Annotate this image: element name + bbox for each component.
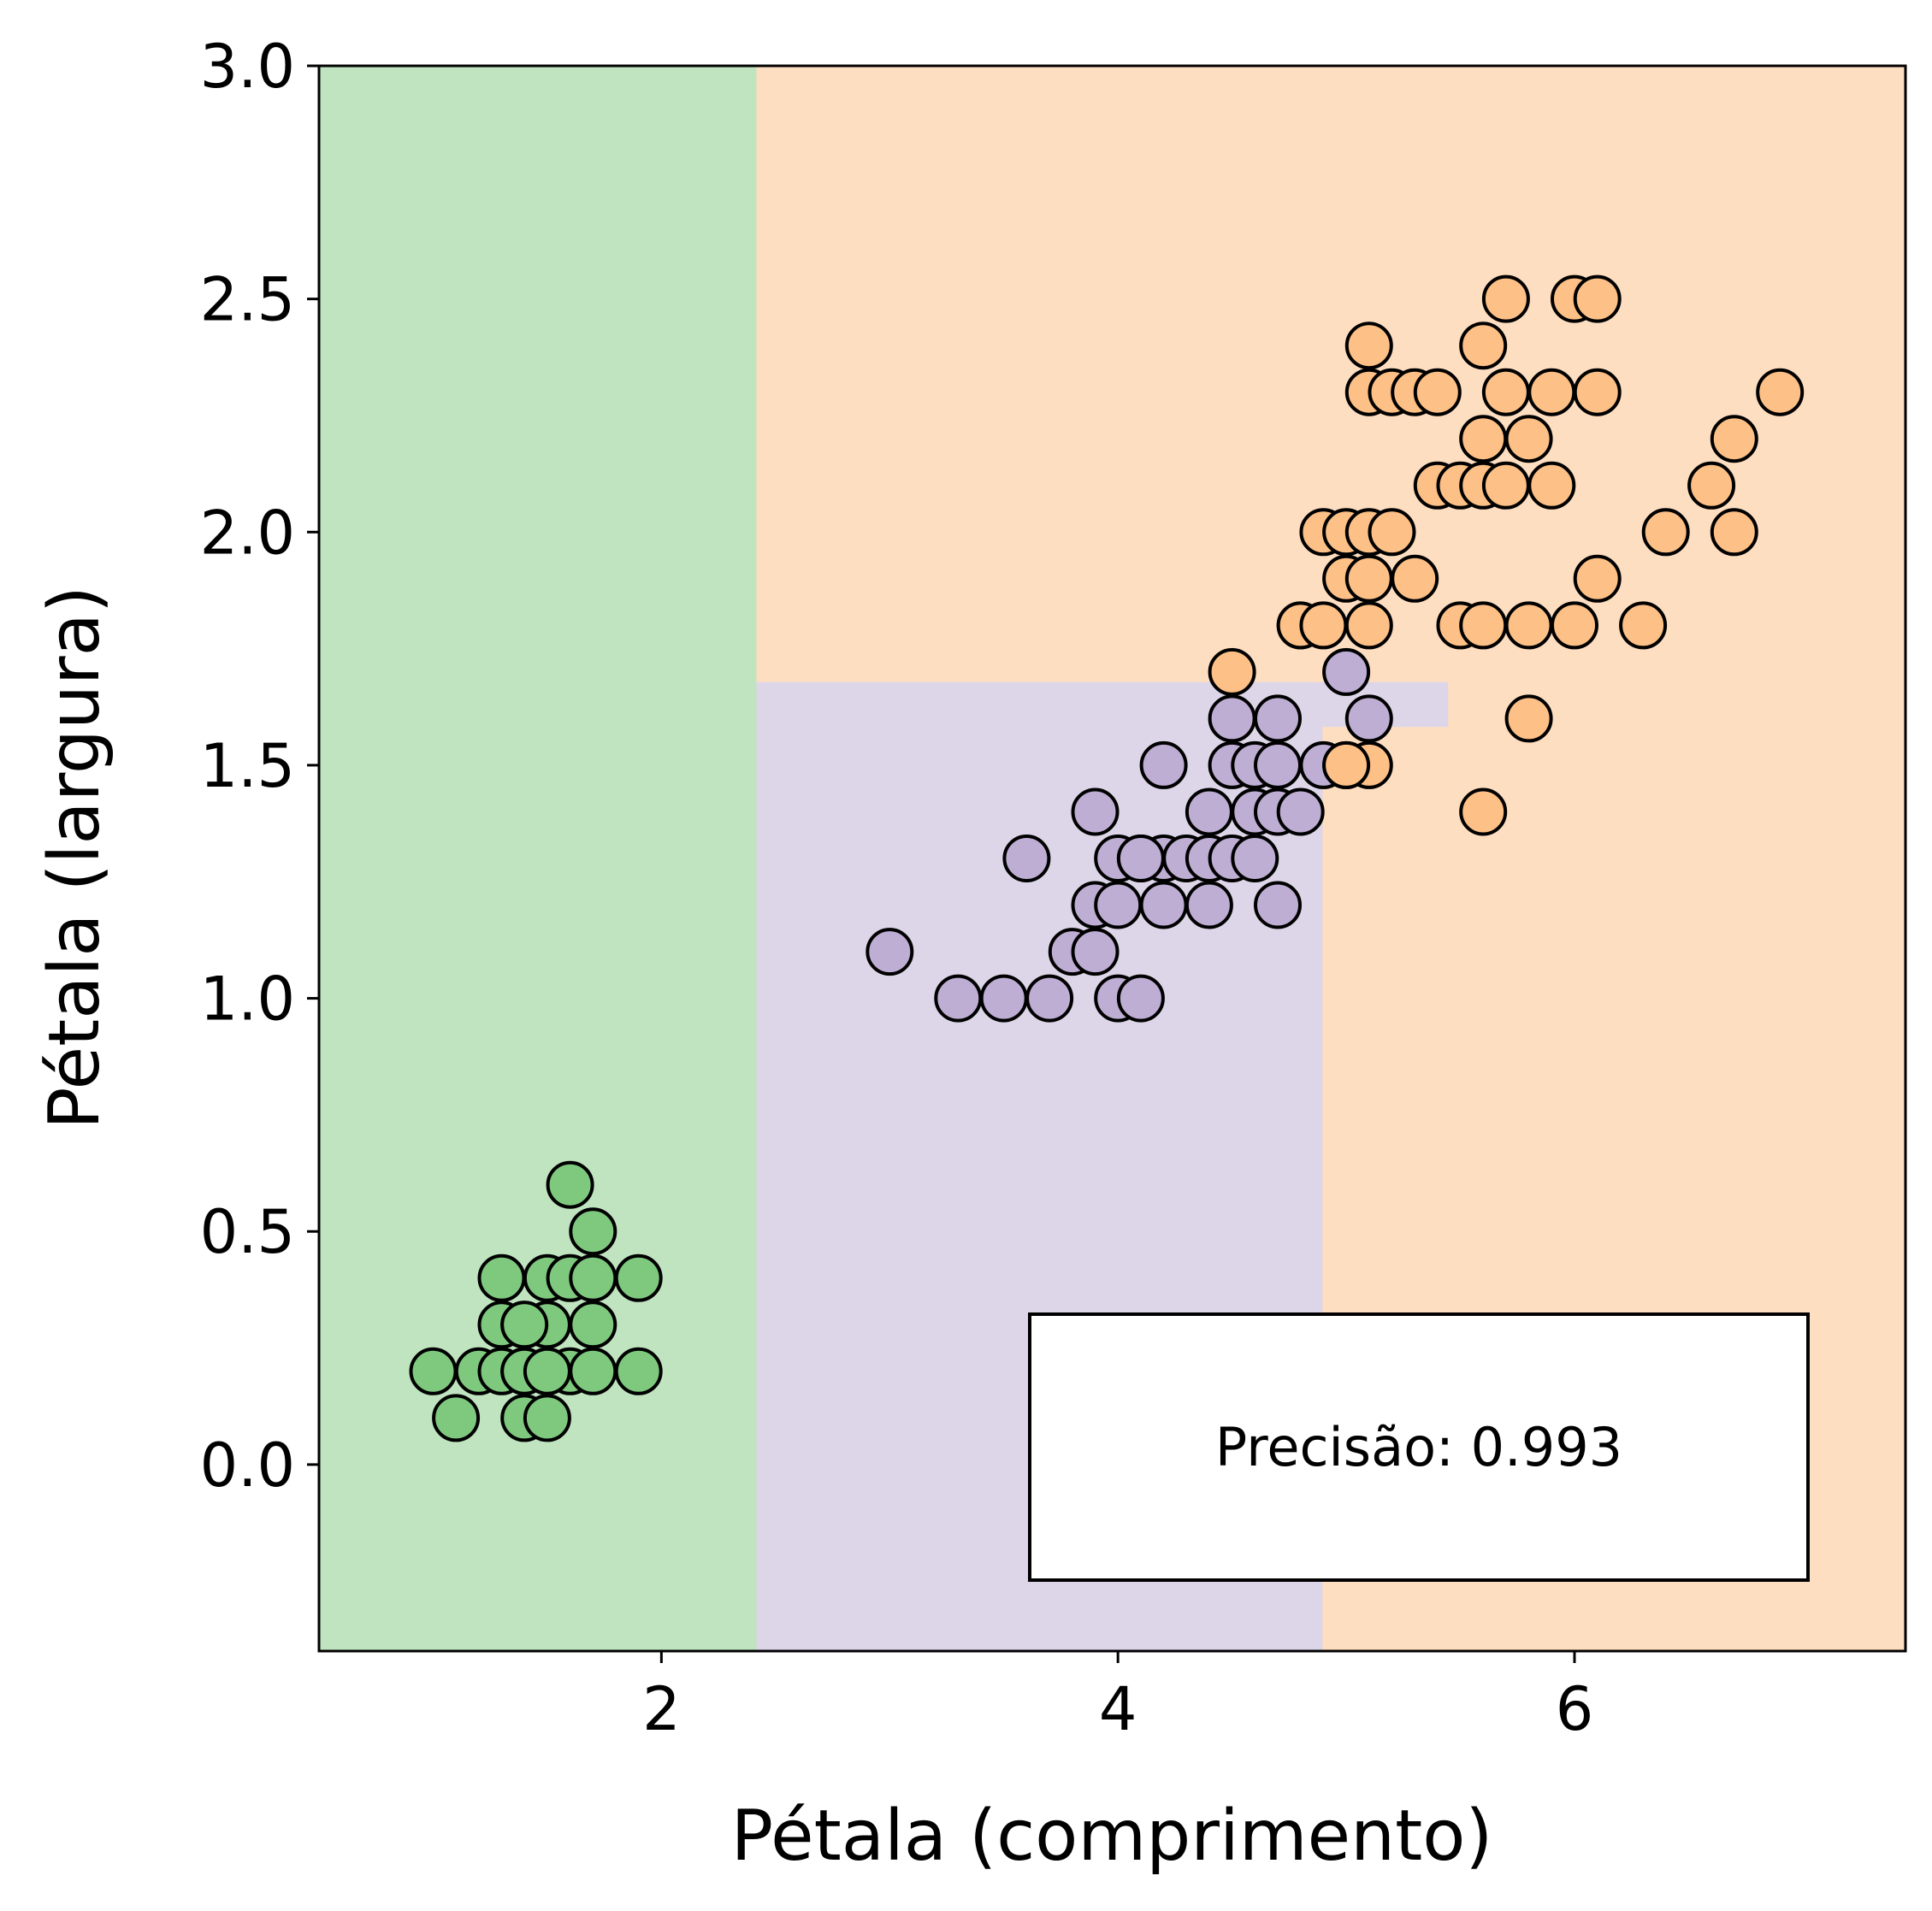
- y-tick-label: 0.5: [200, 1197, 295, 1267]
- point-orange-37: [1573, 554, 1622, 603]
- x-tick-label: 2: [642, 1674, 681, 1744]
- point-green-20: [569, 1207, 617, 1256]
- point-orange-14: [1368, 508, 1416, 557]
- point-orange-16: [1391, 554, 1439, 603]
- point-green-16: [546, 1160, 594, 1209]
- point-orange-41: [1641, 508, 1690, 557]
- point-orange-25: [1459, 415, 1508, 463]
- point-purple-3: [979, 974, 1028, 1023]
- point-purple-11: [1094, 881, 1143, 929]
- point-orange-9: [1344, 601, 1393, 650]
- point-orange-35: [1551, 601, 1598, 650]
- point-green-22: [614, 1253, 663, 1302]
- point-orange-43: [1710, 508, 1758, 557]
- y-tick-label: 1.5: [200, 731, 295, 801]
- point-purple-17: [1139, 740, 1188, 789]
- point-green-18: [569, 1301, 617, 1349]
- point-green-2: [432, 1394, 481, 1442]
- point-orange-32: [1504, 415, 1553, 463]
- point-purple-36: [1344, 694, 1393, 743]
- point-purple-2: [934, 974, 983, 1023]
- point-orange-29: [1481, 274, 1530, 323]
- point-orange-28: [1481, 368, 1530, 416]
- point-orange-42: [1687, 461, 1736, 510]
- point-orange-31: [1504, 601, 1553, 650]
- x-tick-label: 6: [1556, 1674, 1594, 1744]
- point-orange-1: [1208, 647, 1256, 696]
- point-orange-13: [1344, 321, 1393, 370]
- decision-region-green: [319, 66, 759, 1651]
- point-purple-31: [1254, 694, 1302, 743]
- point-orange-33: [1527, 461, 1576, 510]
- point-purple-37: [1116, 835, 1165, 882]
- point-purple-7: [1071, 928, 1120, 976]
- point-purple-30: [1254, 740, 1302, 789]
- plot-frame: [317, 64, 1907, 1653]
- y-axis: 0.0 0.5 1.0 1.5 2.0 2.5 3.0: [200, 32, 319, 1501]
- point-orange-23: [1459, 601, 1508, 650]
- point-orange-38: [1573, 368, 1622, 416]
- point-orange-45: [1756, 368, 1805, 416]
- x-axis: 2 4 6: [642, 1651, 1593, 1744]
- point-green-10: [523, 1394, 571, 1442]
- point-purple-5: [1025, 974, 1074, 1023]
- point-green-25: [523, 1347, 571, 1395]
- point-green-24: [500, 1301, 549, 1349]
- point-purple-4: [1002, 835, 1051, 882]
- decision-region-orange: [756, 66, 1905, 1651]
- point-orange-19: [1413, 368, 1462, 416]
- point-orange-27: [1481, 461, 1530, 510]
- point-purple-32: [1276, 787, 1325, 836]
- y-tick-label: 2.5: [200, 265, 295, 335]
- point-orange-46: [1322, 740, 1371, 789]
- point-green-17: [569, 1347, 617, 1395]
- point-orange-40: [1619, 601, 1668, 650]
- point-green-19: [569, 1253, 617, 1302]
- point-green-21: [614, 1347, 663, 1395]
- point-orange-30: [1504, 694, 1553, 743]
- point-green-6: [477, 1253, 526, 1302]
- y-tick-label: 0.0: [200, 1430, 295, 1501]
- y-axis-label: Pétala (largura): [34, 586, 115, 1129]
- point-purple-25: [1231, 835, 1279, 882]
- point-orange-39: [1573, 274, 1622, 323]
- accuracy-box: [1028, 1312, 1810, 1582]
- point-purple-13: [1116, 974, 1165, 1023]
- y-tick-label: 2.0: [200, 498, 295, 568]
- point-green-1: [409, 1347, 458, 1395]
- x-tick-label: 4: [1099, 1674, 1137, 1744]
- point-purple-24: [1208, 694, 1256, 743]
- point-purple-28: [1254, 881, 1302, 929]
- point-orange-22: [1459, 787, 1508, 836]
- point-purple-21: [1185, 787, 1233, 836]
- point-orange-10: [1344, 554, 1393, 603]
- y-tick-label: 3.0: [200, 32, 295, 102]
- point-orange-34: [1527, 368, 1576, 416]
- x-axis-label: Pétala (comprimento): [731, 1796, 1493, 1877]
- point-purple-1: [866, 928, 914, 976]
- data-points: [409, 274, 1805, 1442]
- point-purple-19: [1185, 881, 1233, 929]
- point-orange-26: [1459, 321, 1508, 370]
- point-orange-3: [1299, 601, 1348, 650]
- point-orange-44: [1710, 415, 1758, 463]
- point-purple-35: [1322, 647, 1371, 696]
- point-purple-9: [1071, 787, 1120, 836]
- accuracy-annotation: Precisão: 0.993: [1215, 1416, 1622, 1478]
- y-tick-label: 1.0: [200, 964, 295, 1035]
- point-purple-15: [1139, 881, 1188, 929]
